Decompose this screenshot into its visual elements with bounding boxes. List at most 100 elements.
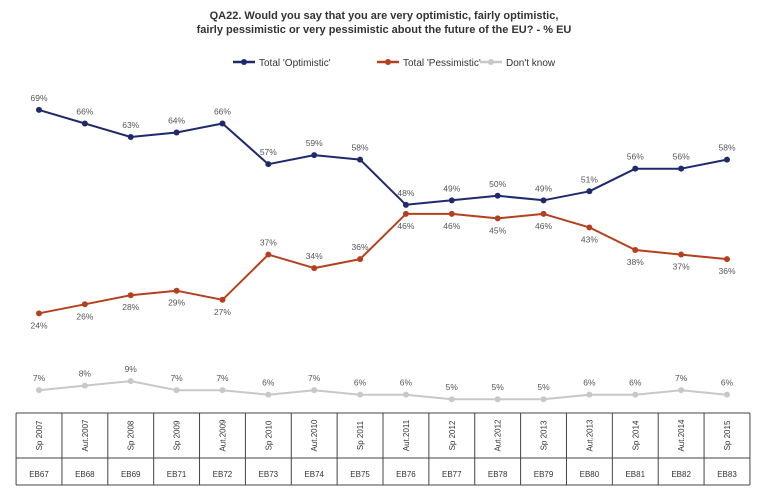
data-point-2-10 <box>494 396 501 403</box>
x-tick-label-survey: EB68 <box>75 470 95 479</box>
data-label-1-0: 24% <box>30 320 47 330</box>
data-label-0-0: 69% <box>30 93 47 103</box>
x-tick-label-period: Aut.2012 <box>494 419 503 452</box>
data-point-2-7 <box>357 391 364 398</box>
data-point-2-5 <box>265 391 272 398</box>
data-point-2-6 <box>311 387 318 394</box>
data-label-1-12: 43% <box>581 234 598 244</box>
data-point-0-15 <box>724 156 730 163</box>
x-tick-label-survey: EB77 <box>442 470 462 479</box>
data-label-0-6: 59% <box>306 138 323 148</box>
x-tick-label-period: Sp 2007 <box>35 420 44 450</box>
data-point-0-0 <box>36 106 42 113</box>
x-tick-label-survey: EB71 <box>167 470 187 479</box>
data-label-2-11: 5% <box>537 382 550 392</box>
data-label-1-8: 46% <box>397 221 414 231</box>
x-tick-label-survey: EB82 <box>671 470 691 479</box>
x-tick-label-survey: EB67 <box>29 470 49 479</box>
data-label-2-10: 5% <box>492 382 505 392</box>
data-point-1-14 <box>678 251 685 258</box>
data-point-1-13 <box>632 247 639 254</box>
x-tick-label-period: Aut.2013 <box>585 419 594 452</box>
data-label-2-3: 7% <box>170 373 183 383</box>
data-point-2-1 <box>81 382 88 389</box>
data-label-1-11: 46% <box>535 221 552 231</box>
data-label-0-15: 58% <box>718 143 735 153</box>
series-line-1 <box>38 212 728 315</box>
x-tick-label-period: Sp 2009 <box>173 420 182 450</box>
data-label-0-12: 51% <box>581 174 598 184</box>
data-label-1-10: 45% <box>489 225 506 235</box>
data-point-2-11 <box>540 396 547 403</box>
legend-label-0: Total 'Optimistic' <box>259 58 331 69</box>
data-point-2-9 <box>448 396 455 403</box>
data-point-0-11 <box>540 197 547 204</box>
data-point-1-3 <box>173 287 180 294</box>
data-point-0-2 <box>127 134 134 141</box>
x-tick-label-period: Aut.2011 <box>402 419 411 451</box>
data-point-2-8 <box>402 391 409 398</box>
data-point-1-12 <box>586 224 593 231</box>
data-point-1-8 <box>402 210 409 217</box>
x-tick-label-survey: EB79 <box>534 470 554 479</box>
data-point-1-4 <box>219 296 226 303</box>
x-tick-label-period: Sp 2008 <box>127 420 136 450</box>
legend-marker-1 <box>385 59 391 65</box>
data-point-0-10 <box>494 192 501 199</box>
data-point-0-4 <box>219 120 226 127</box>
legend-marker-2 <box>488 59 494 65</box>
data-label-1-7: 36% <box>352 242 369 252</box>
x-tick-label-period: Sp 2013 <box>540 420 549 450</box>
x-tick-label-survey: EB76 <box>396 470 416 479</box>
data-point-0-9 <box>448 197 455 204</box>
data-label-0-13: 56% <box>627 152 644 162</box>
data-label-0-7: 58% <box>352 143 369 153</box>
data-point-0-12 <box>586 188 593 195</box>
data-label-2-12: 6% <box>583 378 596 388</box>
data-label-0-3: 64% <box>168 116 185 126</box>
data-point-1-2 <box>127 292 134 299</box>
data-point-1-6 <box>311 265 318 272</box>
data-point-1-7 <box>357 256 364 263</box>
x-tick-label-survey: EB74 <box>304 470 324 479</box>
data-label-2-2: 9% <box>125 364 138 374</box>
data-label-0-4: 66% <box>214 106 231 116</box>
data-label-2-9: 5% <box>446 382 459 392</box>
data-label-1-3: 29% <box>168 298 185 308</box>
legend-label-1: Total 'Pessimistic' <box>403 58 481 69</box>
legend-marker-0 <box>241 59 247 65</box>
data-point-2-12 <box>586 391 593 398</box>
chart-title-line-1: QA22. Would you say that you are very op… <box>209 10 559 22</box>
data-point-0-13 <box>632 165 639 172</box>
x-tick-label-survey: EB80 <box>580 470 600 479</box>
chart-title-line-2: fairly pessimistic or very pessimistic a… <box>196 24 572 36</box>
data-label-2-14: 7% <box>675 373 688 383</box>
data-label-0-1: 66% <box>76 106 93 116</box>
data-label-1-5: 37% <box>260 238 277 248</box>
data-label-1-6: 34% <box>306 251 323 261</box>
x-tick-label-period: Sp 2012 <box>448 420 457 450</box>
data-point-1-0 <box>36 310 42 317</box>
data-point-0-14 <box>678 165 685 172</box>
data-label-2-7: 6% <box>354 378 367 388</box>
x-tick-label-survey: EB75 <box>350 470 370 479</box>
data-label-0-9: 49% <box>443 183 460 193</box>
data-point-0-1 <box>81 120 88 127</box>
legend-label-2: Don't know <box>506 58 556 69</box>
data-point-1-15 <box>724 256 730 263</box>
data-point-0-5 <box>265 161 272 168</box>
x-tick-label-period: Aut.2009 <box>218 419 227 452</box>
data-label-0-14: 56% <box>673 152 690 162</box>
data-point-2-15 <box>724 391 730 398</box>
x-tick-label-period: Sp 2010 <box>264 420 273 450</box>
data-point-0-7 <box>357 156 364 163</box>
x-tick-label-survey: EB72 <box>213 470 233 479</box>
data-label-1-4: 27% <box>214 307 231 317</box>
data-label-2-6: 7% <box>308 373 321 383</box>
data-label-2-15: 6% <box>721 378 734 388</box>
data-point-0-8 <box>402 201 409 208</box>
data-label-0-8: 48% <box>397 188 414 198</box>
data-point-1-11 <box>540 210 547 217</box>
x-tick-label-period: Sp 2011 <box>356 420 365 450</box>
